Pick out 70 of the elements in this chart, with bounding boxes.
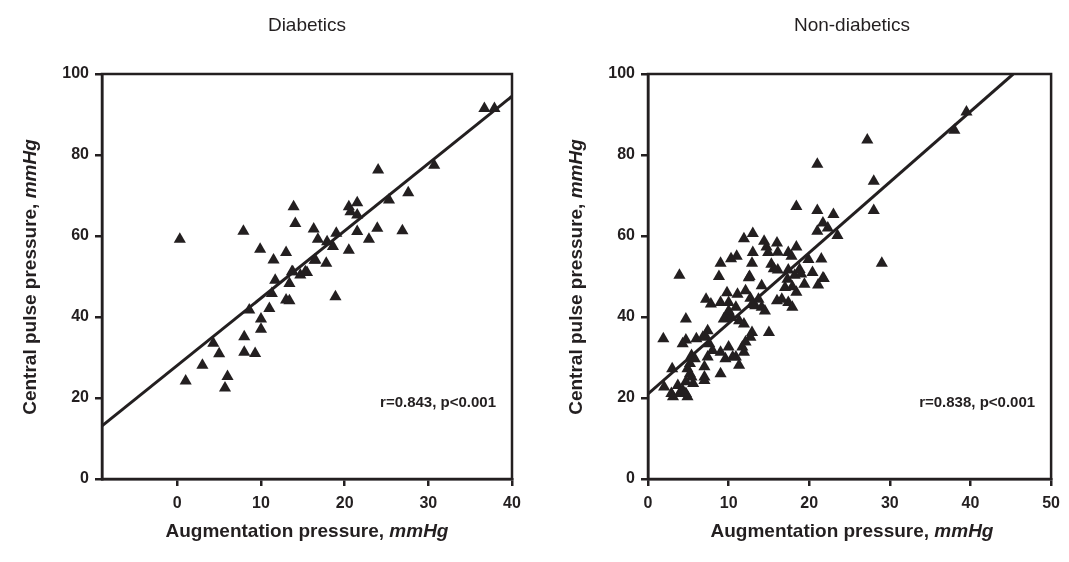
point — [243, 303, 256, 314]
point — [249, 346, 262, 357]
y-axis-title: Central pulse pressure, mmHg — [565, 138, 587, 415]
y-tick-label: 40 — [71, 307, 90, 325]
point — [372, 162, 385, 174]
point — [478, 101, 491, 112]
point — [351, 224, 364, 236]
annotation: r=0.843, p<0.001 — [380, 393, 496, 411]
y-tick-label: 0 — [80, 469, 90, 487]
y-tick-label: 60 — [617, 226, 636, 244]
point — [342, 243, 355, 254]
point — [254, 312, 268, 323]
x-tick-label: 10 — [252, 494, 270, 512]
point — [307, 222, 320, 233]
y-tick-label: 80 — [617, 145, 636, 163]
y-tick-label: 80 — [71, 145, 90, 163]
point — [263, 301, 276, 312]
point — [289, 216, 302, 227]
point — [320, 256, 333, 267]
point — [238, 329, 251, 341]
x-axis-title: Augmentation pressure, mmHg — [710, 520, 994, 542]
point — [254, 242, 267, 253]
x-tick-label: 30 — [880, 494, 899, 512]
x-tick-label: 30 — [419, 494, 438, 512]
y-tick-label: 40 — [617, 307, 636, 325]
point — [207, 336, 220, 347]
y-tick-label: 20 — [71, 388, 90, 406]
point — [311, 232, 324, 243]
point — [362, 232, 375, 243]
point — [329, 289, 342, 301]
point — [351, 195, 364, 207]
point — [402, 185, 415, 197]
annotation: r=0.838, p<0.001 — [919, 393, 1036, 411]
point — [488, 101, 501, 112]
point — [265, 286, 278, 298]
point — [221, 369, 234, 381]
point — [283, 276, 296, 287]
point — [269, 273, 282, 284]
x-tick-label: 50 — [1042, 494, 1061, 512]
x-axis-title: Augmentation pressure, mmHg — [165, 520, 449, 542]
point — [218, 380, 232, 392]
point — [213, 346, 226, 358]
y-axis-title: Central pulse pressure, mmHg — [19, 138, 41, 415]
point — [267, 252, 280, 264]
y-tick-label: 0 — [626, 469, 636, 487]
x-tick-label: 20 — [335, 494, 354, 512]
point — [396, 223, 409, 235]
x-tick-label: 40 — [961, 494, 980, 512]
point — [351, 207, 364, 219]
point — [196, 358, 209, 369]
x-tick-label: 10 — [719, 494, 738, 512]
x-tick-label: 40 — [503, 494, 521, 512]
y-tick-label: 20 — [617, 388, 636, 406]
x-tick-label: 20 — [800, 494, 819, 512]
x-tick-label: 0 — [172, 494, 182, 512]
point — [173, 232, 186, 243]
point — [371, 221, 384, 232]
point — [287, 199, 300, 211]
point — [254, 322, 268, 333]
point — [179, 373, 192, 385]
y-tick-label: 100 — [62, 64, 90, 82]
point — [330, 226, 343, 237]
point — [280, 245, 293, 257]
chart-title: Non-diabetics — [793, 14, 911, 36]
chart-title: Diabetics — [267, 14, 347, 36]
point — [238, 345, 251, 356]
y-tick-label: 60 — [71, 226, 90, 244]
y-tick-label: 100 — [608, 64, 636, 82]
x-tick-label: 0 — [643, 494, 653, 512]
point — [237, 224, 250, 235]
